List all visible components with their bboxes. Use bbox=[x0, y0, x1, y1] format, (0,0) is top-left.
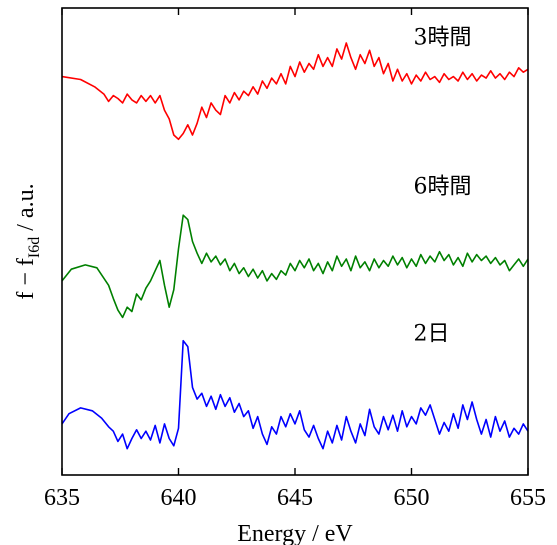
series-line-0 bbox=[61, 42, 529, 141]
x-tick-label-1: 640 bbox=[161, 485, 197, 511]
y-axis-label-tail: / a.u. bbox=[13, 183, 39, 236]
x-axis-label: Energy / eV bbox=[237, 521, 353, 545]
series-label-1: 6時間 bbox=[414, 174, 472, 199]
y-axis-label-main: f − f bbox=[13, 258, 39, 300]
series-line-1 bbox=[61, 214, 529, 319]
x-tick-label-4: 655 bbox=[510, 485, 546, 511]
x-tick-label-2: 645 bbox=[277, 485, 313, 511]
x-tick-label-0: 635 bbox=[44, 485, 80, 511]
series-label-0: 3時間 bbox=[414, 25, 472, 50]
y-axis-label: f − fI6d / a.u. bbox=[13, 183, 43, 299]
y-axis-label-subscript: I6d bbox=[26, 237, 43, 258]
x-axis: 635 640 645 650 655 bbox=[44, 8, 546, 511]
series-label-2: 2日 bbox=[414, 322, 450, 347]
series-layer bbox=[61, 42, 529, 450]
series-labels: 3時間 6時間 2日 bbox=[414, 25, 472, 346]
plot-frame bbox=[61, 7, 529, 476]
series-line-2 bbox=[61, 339, 529, 450]
x-tick-label-3: 650 bbox=[394, 485, 430, 511]
